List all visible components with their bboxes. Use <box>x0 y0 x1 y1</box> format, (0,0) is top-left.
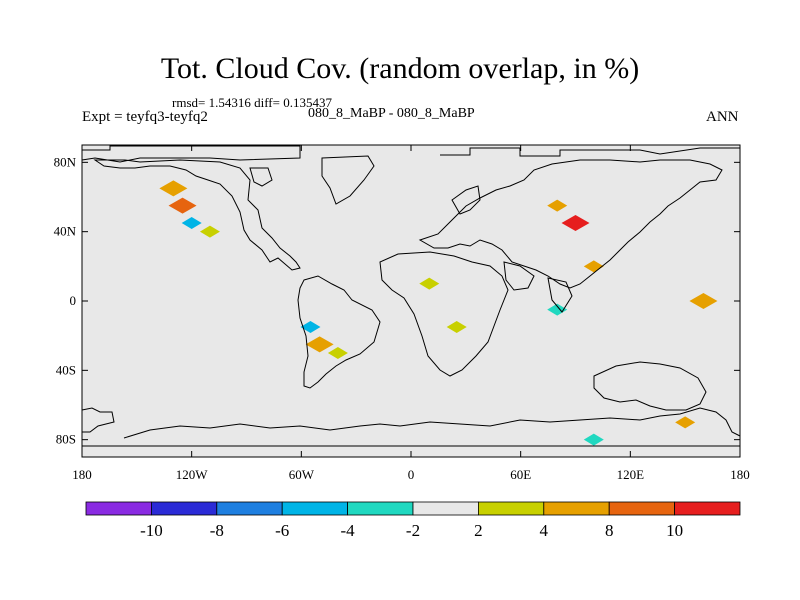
y-tick-label: 80S <box>56 432 76 447</box>
colorbar: -10 -8 -6 -4 -2 2 4 8 10 <box>85 501 741 540</box>
anomaly-feature <box>583 433 604 446</box>
colorbar-swatch <box>281 501 349 516</box>
colorbar-label: -2 <box>406 521 420 540</box>
x-tick-label: 60W <box>289 467 315 482</box>
coastline-australia <box>593 361 707 411</box>
colorbar-label: -6 <box>275 521 289 540</box>
colorbar-label: 10 <box>666 521 683 540</box>
anomaly-feature <box>327 347 348 359</box>
y-tick-label: 40S <box>56 362 76 377</box>
colorbar-swatch <box>674 501 741 516</box>
colorbar-label: -10 <box>140 521 163 540</box>
coastline-arabia <box>503 261 535 291</box>
colorbar-swatch <box>216 501 283 516</box>
colorbar-label: 4 <box>540 521 549 540</box>
y-tick-label: 0 <box>70 293 77 308</box>
coastline-south-america <box>297 275 381 389</box>
x-tick-label: 60E <box>510 467 531 482</box>
y-axis: 80N 40N 0 40S 80S <box>54 154 740 447</box>
x-tick-label: 180 <box>730 467 750 482</box>
x-tick-label: 0 <box>408 467 415 482</box>
anomaly-feature <box>547 199 568 212</box>
anomaly-features <box>159 180 718 446</box>
anomaly-feature <box>561 215 590 231</box>
page-title: Tot. Cloud Cov. (random overlap, in %) <box>160 52 640 85</box>
anomaly-feature <box>168 197 197 214</box>
coastline-india <box>547 277 573 313</box>
coastline-greenland <box>321 155 375 205</box>
anomaly-feature <box>300 321 321 333</box>
subtitle-label: 080_8_MaBP - 080_8_MaBP <box>308 106 475 121</box>
anomaly-feature <box>547 303 568 316</box>
colorbar-swatch <box>608 501 676 516</box>
coastline-arctic <box>81 145 740 163</box>
anomaly-feature <box>446 321 467 333</box>
colorbar-swatch <box>477 501 545 516</box>
coastline-scandinavia <box>451 185 481 215</box>
colorbar-label: -8 <box>210 521 224 540</box>
x-tick-label: 120E <box>617 467 645 482</box>
map-background <box>82 145 740 457</box>
anomaly-feature <box>305 336 334 353</box>
y-tick-label: 80N <box>54 154 77 169</box>
anomaly-feature <box>419 277 440 290</box>
colorbar-swatch <box>150 501 218 516</box>
anomaly-feature <box>181 217 202 229</box>
colorbar-label: 8 <box>605 521 614 540</box>
y-tick-label: 40N <box>54 224 77 239</box>
anomaly-feature <box>675 416 696 429</box>
x-axis: 180 120W 60W 0 60E 120E 180 <box>72 145 750 482</box>
stats-label: rmsd= 1.54316 diff= 0.135437 <box>172 95 332 110</box>
x-tick-label: 180 <box>72 467 92 482</box>
colorbar-swatch <box>85 501 152 516</box>
anomaly-feature <box>199 225 220 238</box>
x-tick-label: 120W <box>176 467 209 482</box>
colorbar-label: -4 <box>341 521 356 540</box>
coastline-north-america <box>93 159 301 271</box>
coastline-eurasia <box>418 159 723 289</box>
coastline-antarctica <box>81 407 741 447</box>
coastline-hudson-bay <box>249 167 273 187</box>
colorbar-swatch <box>543 501 610 516</box>
colorbar-swatch <box>412 501 479 516</box>
season-label: ANN <box>706 109 739 125</box>
coastline-africa <box>379 251 509 377</box>
colorbar-label: 2 <box>474 521 483 540</box>
anomaly-feature <box>159 180 188 197</box>
coastlines <box>81 145 741 447</box>
experiment-label: Expt = teyfq3-teyfq2 <box>82 109 208 125</box>
anomaly-feature <box>689 293 718 309</box>
colorbar-swatch <box>347 501 414 516</box>
